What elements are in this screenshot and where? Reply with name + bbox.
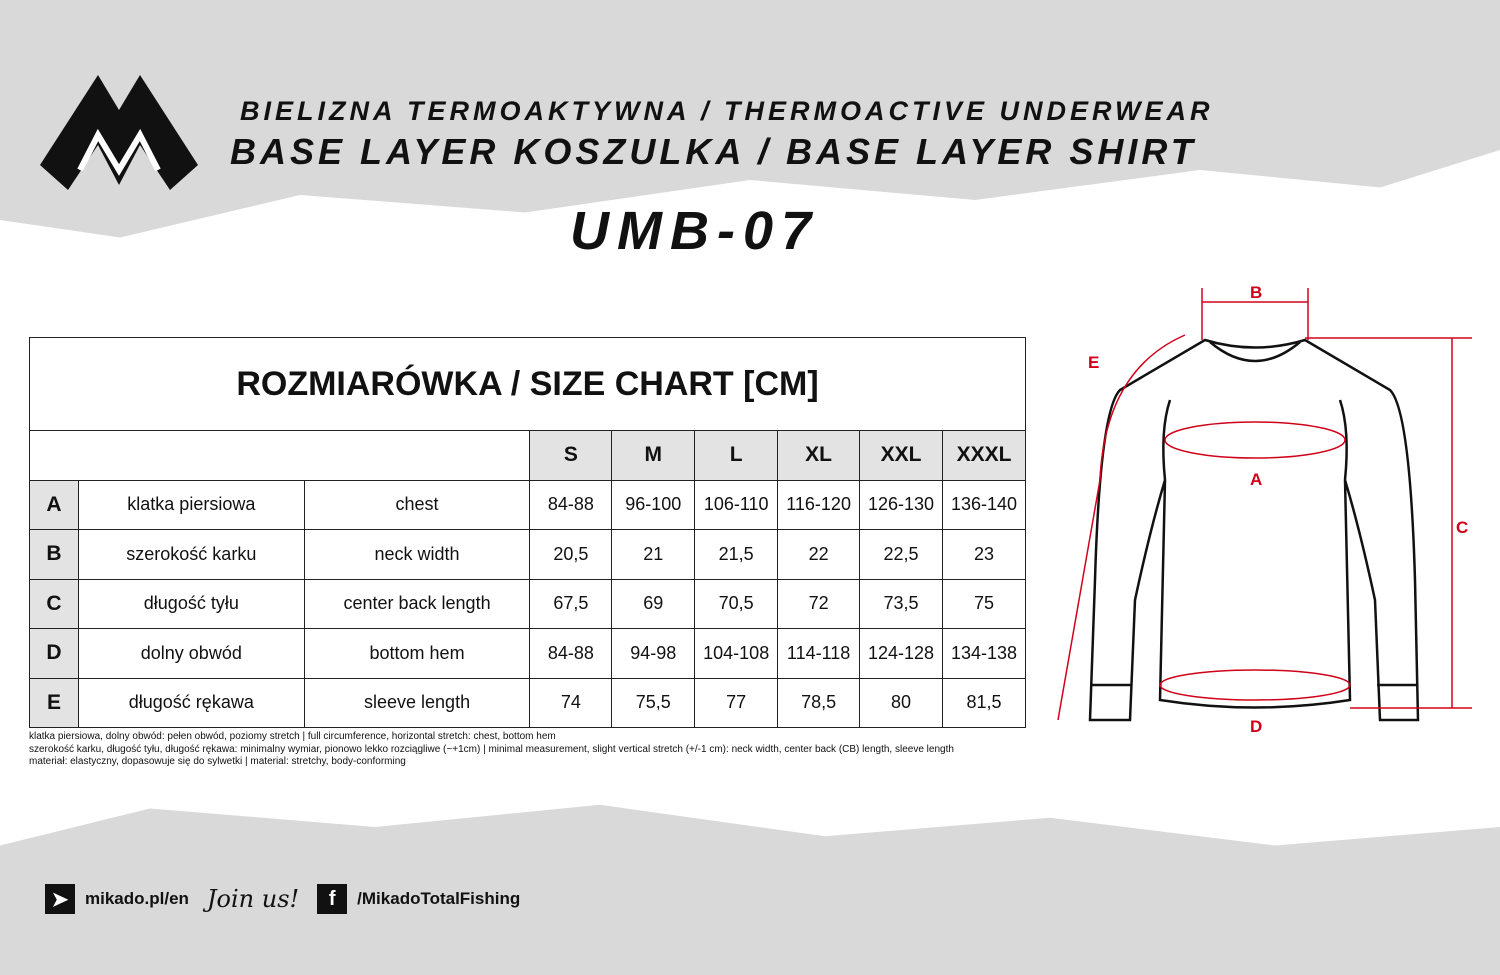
- footnotes: klatka piersiowa, dolny obwód: pełen obw…: [29, 731, 954, 769]
- label-e: E: [1088, 353, 1099, 372]
- label-en: center back length: [303, 578, 531, 629]
- label-en: sleeve length: [303, 677, 531, 728]
- size-value: 126-130: [859, 479, 943, 530]
- size-value: 124-128: [859, 628, 943, 679]
- size-value: 75: [941, 578, 1027, 629]
- table-caption: ROZMIARÓWKA / SIZE CHART [CM]: [29, 337, 1026, 431]
- size-value: 84-88: [529, 628, 613, 679]
- size-value: 94-98: [611, 628, 696, 679]
- size-value: 84-88: [529, 479, 613, 530]
- cursor-icon: ➤: [45, 884, 75, 914]
- website-link[interactable]: mikado.pl/en: [85, 889, 189, 908]
- label-en: neck width: [303, 529, 531, 580]
- size-value: 21,5: [694, 529, 779, 580]
- label-c: C: [1456, 518, 1468, 537]
- label-pl: dolny obwód: [77, 628, 305, 679]
- note: klatka piersiowa, dolny obwód: pełen obw…: [29, 731, 556, 742]
- size-value: 78,5: [777, 677, 861, 728]
- size-value: 22,5: [859, 529, 943, 580]
- join-us-text: Join us!: [206, 885, 300, 913]
- size-value: 20,5: [529, 529, 613, 580]
- size-value: 104-108: [694, 628, 779, 679]
- size-value: 75,5: [611, 677, 696, 728]
- label-pl: szerokość karku: [77, 529, 305, 580]
- size-value: 81,5: [941, 677, 1027, 728]
- label-pl: długość rękawa: [77, 677, 305, 728]
- label-pl: klatka piersiowa: [77, 479, 305, 530]
- row-letter: B: [29, 529, 79, 580]
- size-value: 67,5: [529, 578, 613, 629]
- brush-background-bottom: [0, 804, 1500, 975]
- note: szerokość karku, długość tyłu, długość r…: [29, 743, 954, 755]
- empty-header: [28, 430, 531, 481]
- label-en: chest: [303, 479, 531, 530]
- size-header: S: [529, 430, 613, 481]
- row-letter: A: [29, 479, 79, 530]
- label-a: A: [1250, 470, 1262, 489]
- facebook-link[interactable]: /MikadoTotalFishing: [357, 889, 521, 908]
- row-letter: E: [29, 677, 79, 728]
- size-header: L: [694, 430, 779, 481]
- size-value: 114-118: [777, 628, 861, 679]
- label-b: B: [1250, 283, 1262, 302]
- note: materiał: elastyczny, dopasowuje się do …: [29, 756, 406, 767]
- size-value: 72: [777, 578, 861, 629]
- label-d: D: [1250, 717, 1262, 736]
- size-value: 21: [611, 529, 696, 580]
- size-value: 106-110: [694, 479, 779, 530]
- label-pl: długość tyłu: [77, 578, 305, 629]
- size-value: 73,5: [859, 578, 943, 629]
- model-code: UMB-07: [570, 201, 820, 261]
- footer: ➤ mikado.pl/en Join us! f /MikadoTotalFi…: [45, 884, 520, 914]
- facebook-icon: f: [317, 884, 348, 914]
- size-value: 80: [859, 677, 943, 728]
- row-letter: C: [29, 578, 79, 629]
- row-letter: D: [29, 628, 79, 679]
- size-value: 134-138: [941, 628, 1027, 679]
- size-value: 23: [941, 529, 1027, 580]
- shirt-outline: [1088, 338, 1420, 722]
- size-value: 22: [777, 529, 861, 580]
- size-value: 70,5: [694, 578, 779, 629]
- size-header: XL: [777, 430, 861, 481]
- label-en: bottom hem: [303, 628, 531, 679]
- size-value: 69: [611, 578, 696, 629]
- measurement-lines: [1057, 288, 1472, 721]
- shirt-diagram: A B C D E: [1057, 283, 1472, 736]
- title-line1: Bielizna termoaktywna / Thermoactive und…: [240, 96, 1214, 126]
- size-value: 116-120: [777, 479, 861, 530]
- size-value: 74: [529, 677, 613, 728]
- size-header: XXL: [859, 430, 943, 481]
- size-chart-table: ROZMIARÓWKA / SIZE CHART [CM] S M L XL XXL XX…: [28, 337, 1027, 728]
- mikado-logo: [40, 75, 198, 190]
- size-header: XXXL: [941, 430, 1027, 481]
- title-line2: Base layer koszulka / Base layer shirt: [230, 131, 1197, 172]
- size-value: 96-100: [611, 479, 696, 530]
- size-header: M: [611, 430, 696, 481]
- size-header-row: S M L XL XXL XXXL: [28, 430, 1027, 481]
- size-value: 77: [694, 677, 779, 728]
- size-value: 136-140: [941, 479, 1027, 530]
